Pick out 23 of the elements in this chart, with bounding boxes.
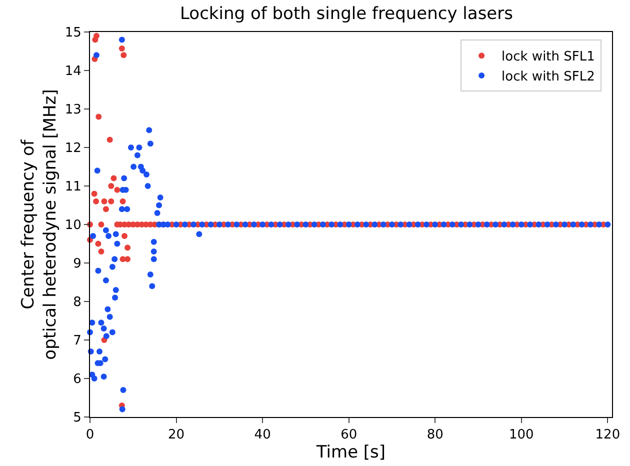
x-tick-label: 60	[340, 428, 358, 443]
x-tick-label: 80	[426, 428, 444, 443]
legend-label: lock with SFL1	[502, 50, 595, 65]
y-axis-title: Center frequency of optical heterodyne signal [MHz]	[18, 89, 60, 360]
x-tick-label: 100	[508, 428, 534, 443]
y-tick-label: 10	[64, 218, 82, 234]
y-tick-label: 13	[64, 102, 82, 118]
legend-label: lock with SFL2	[502, 70, 595, 85]
x-tick-label: 0	[86, 428, 94, 443]
x-tick-label: 40	[254, 428, 271, 443]
y-tick-label: 15	[64, 26, 82, 41]
y-tick-label: 8	[73, 295, 82, 310]
y-tick-label: 5	[73, 410, 82, 426]
y-tick-label: 12	[64, 141, 82, 156]
x-tick-label: 120	[595, 428, 620, 443]
y-tick-label: 14	[64, 64, 82, 80]
x-tick-label: 20	[168, 428, 185, 443]
y-tick-label: 7	[73, 334, 82, 349]
y-tick-label: 6	[73, 372, 82, 388]
y-tick-label: 11	[64, 180, 82, 195]
x-axis-title: Time [s]	[315, 442, 386, 463]
y-tick-label: 9	[73, 256, 82, 272]
chart-title: Locking of both single frequency lasers	[180, 4, 514, 24]
